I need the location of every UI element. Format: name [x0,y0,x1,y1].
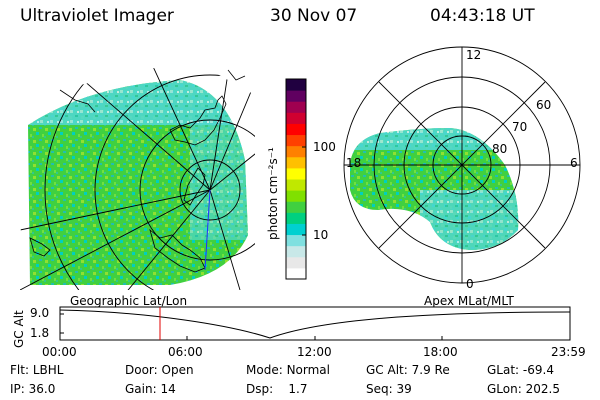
info-mode-label: Mode: [246,363,283,377]
info-seq-value: 39 [396,382,412,396]
altitude-plot-frame [59,306,571,341]
altitude-ylabel: GC Alt [12,310,26,348]
colorbar-band [286,79,306,91]
info-flt-label: Flt: [10,363,29,377]
colorbar-band [286,223,306,236]
info-door-value: Open [161,363,194,377]
colorbar-frame [285,78,307,280]
instrument-title: Ultraviolet Imager [20,6,174,26]
colorbar-band [286,267,306,280]
info-dsp-value: 1.7 [288,382,308,396]
left-coastline [29,69,246,273]
info-glat-value: -69.4 [522,363,554,377]
info-mode-value: Normal [286,363,330,377]
info-seq: Seq: 39 [366,382,412,396]
colorbar-tick-label-10: 10 [313,228,329,242]
info-seq-label: Seq: [366,382,393,396]
info-glat-label: GLat: [487,363,520,377]
info-dsp-label: Dsp: [246,382,274,396]
info-glat: GLat: -69.4 [487,363,554,377]
colorbar-tick-label-100: 100 [313,140,336,154]
colorbar-band [286,179,306,191]
colorbar-band [286,256,306,269]
colorbar-band [286,201,306,213]
colorbar-band [286,245,306,258]
info-ip-label: IP: [10,382,25,396]
info-gcalt-value: 7.9 Re [411,363,450,377]
info-ip: IP: 36.0 [10,382,55,396]
colorbar-band [286,112,306,124]
info-glon-label: GLon: [487,382,522,396]
left-latlon-grid [20,68,255,290]
colorbar-band [286,90,306,102]
altitude-xtick-label-12: 12:00 [297,345,332,359]
info-gain: Gain: 14 [125,382,176,396]
colorbar-band [286,212,306,224]
colorbar-band [286,145,306,158]
info-door-label: Door: [125,363,158,377]
info-door: Door: Open [125,363,194,377]
mlt-label-18: 18 [346,156,362,170]
colorbar-band [286,134,306,147]
colorbar-gradient [286,79,306,280]
info-gcalt-label: GC Alt: [366,363,408,377]
info-glon: GLon: 202.5 [487,382,560,396]
altitude-xtick-label-18: 18:00 [423,345,458,359]
mlt-label-0: 0 [466,277,474,291]
altitude-curve [59,309,571,339]
info-dsp: Dsp: 1.7 [246,382,308,396]
altitude-xtick-label-end: 23:59 [551,345,586,359]
mlt-label-6: 6 [570,156,578,170]
time-label: 04:43:18 UT [430,6,535,26]
colorbar-band [286,167,306,180]
mlat-label-80: 80 [492,142,508,156]
info-ip-value: 36.0 [28,382,56,396]
colorbar-band [286,156,306,169]
info-glon-value: 202.5 [525,382,560,396]
altitude-ytick-label-1.8: 1.8 [30,326,50,340]
mlat-label-60: 60 [536,98,552,112]
info-flt: Flt: LBHL [10,363,63,377]
colorbar-band [286,101,306,113]
colorbar-band [286,190,306,202]
left-terminator-line [204,189,211,271]
info-gain-label: Gain: [125,382,157,396]
altitude-ytick-label-9: 9.0 [30,306,50,320]
info-gain-value: 14 [160,382,176,396]
info-flt-value: LBHL [32,363,64,377]
info-mode: Mode: Normal [246,363,330,377]
date-label: 30 Nov 07 [270,6,358,26]
colorbar-band [286,234,306,247]
mlat-label-70: 70 [512,120,528,134]
info-gcalt: GC Alt: 7.9 Re [366,363,450,377]
mlt-label-12: 12 [466,48,482,62]
polar-grid [343,46,581,284]
altitude-xtick-label-0: 00:00 [42,345,77,359]
left-panel-label: Geographic Lat/Lon [70,294,188,308]
altitude-xtick-label-6: 06:00 [168,345,203,359]
right-panel-label: Apex MLat/MLT [424,294,514,308]
colorbar-band [286,123,306,136]
